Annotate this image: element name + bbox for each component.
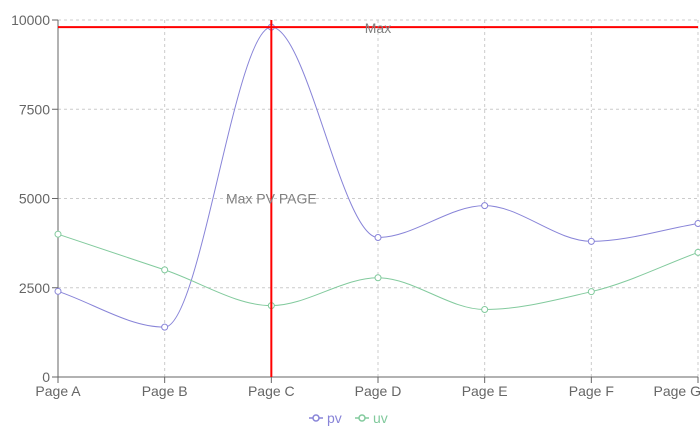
y-tick-label: 10000 <box>11 12 50 28</box>
data-point-uv <box>374 274 382 282</box>
legend-label-pv: pv <box>327 410 342 426</box>
data-point-pv <box>161 323 169 331</box>
x-tick-label: Page E <box>462 383 508 399</box>
y-tick-label: 2500 <box>19 280 50 296</box>
data-point-pv <box>54 287 62 295</box>
data-point-pv <box>374 233 382 241</box>
legend-item-uv: uv <box>355 410 388 426</box>
series <box>54 23 700 331</box>
data-point-uv <box>694 248 700 256</box>
legend-marker-icon <box>358 414 366 422</box>
data-point-uv <box>481 306 489 314</box>
series-line-pv <box>57 26 699 328</box>
reference-lines: Max Max PV PAGE <box>58 20 698 377</box>
legend: pv uv <box>309 410 388 426</box>
data-point-pv <box>481 202 489 210</box>
reference-label-max-pv-page: Max PV PAGE <box>226 191 317 207</box>
x-tick-label: Page G <box>654 383 700 399</box>
grid <box>57 19 699 378</box>
legend-marker-icon <box>312 414 320 422</box>
x-tick-label: Page B <box>142 383 188 399</box>
y-tick-label: 7500 <box>19 101 50 117</box>
legend-label-uv: uv <box>373 410 388 426</box>
x-tick-label: Page A <box>35 383 81 399</box>
axes: 0 2500 5000 7500 10000 Page A Page B Page C Page… <box>11 12 700 399</box>
x-tick-label: Page D <box>355 383 402 399</box>
legend-item-pv: pv <box>309 410 342 426</box>
x-tick-label: Page F <box>569 383 614 399</box>
data-point-uv <box>54 230 62 238</box>
reference-label-max: Max <box>365 20 391 36</box>
data-point-pv <box>694 219 700 227</box>
y-tick-label: 5000 <box>19 191 50 207</box>
data-point-uv <box>587 288 595 296</box>
data-point-pv <box>587 237 595 245</box>
data-point-uv <box>161 266 169 274</box>
x-tick-label: Page C <box>248 383 295 399</box>
y-tick-label: 0 <box>42 369 50 385</box>
